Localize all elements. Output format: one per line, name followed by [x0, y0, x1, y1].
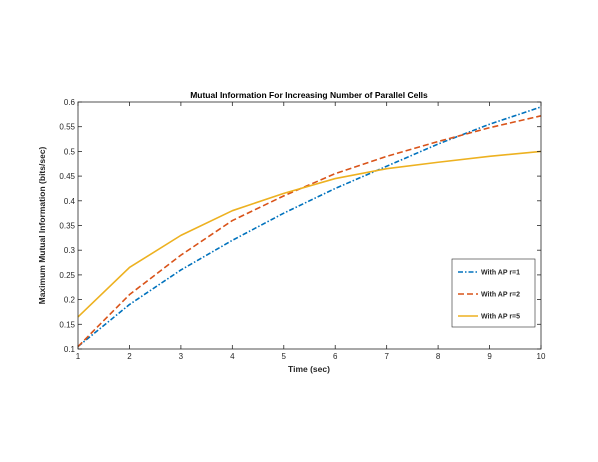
y-tick-label: 0.1 [64, 345, 76, 354]
y-tick-label: 0.45 [59, 172, 75, 181]
x-tick-label: 2 [127, 352, 132, 361]
y-tick-label: 0.5 [64, 147, 76, 156]
x-axis: 1 2 3 4 5 6 7 8 9 10 [76, 102, 546, 361]
y-tick-label: 0.35 [59, 222, 75, 231]
y-axis-label: Maximum Mutual Information (bits/sec) [37, 146, 47, 304]
plot-lines [77, 106, 542, 348]
legend-label-3: With AP r=5 [481, 314, 520, 321]
x-tick-label: 5 [282, 352, 287, 361]
legend-label-1: With AP r=1 [481, 270, 520, 277]
y-tick-label: 0.6 [64, 98, 76, 107]
y-tick-label: 0.4 [64, 197, 76, 206]
x-tick-label: 1 [76, 352, 81, 361]
y-axis: 0.1 0.15 0.2 0.25 0.3 0.35 0.4 0.45 0.5 0.55 0.6 [59, 98, 541, 354]
x-axis-label: Time (sec) [288, 364, 330, 374]
y-tick-label: 0.25 [59, 271, 75, 280]
y-tick-label: 0.2 [64, 296, 76, 305]
x-tick-label: 8 [436, 352, 441, 361]
y-tick-label: 0.55 [59, 123, 75, 132]
y-tick-label: 0.15 [59, 320, 75, 329]
legend-label-2: With AP r=2 [481, 292, 520, 299]
x-tick-label: 9 [487, 352, 492, 361]
legend: With AP r=1 With AP r=2 With AP r=5 [451, 258, 536, 328]
x-tick-label: 10 [537, 352, 546, 361]
x-tick-label: 4 [230, 352, 235, 361]
series-line-1 [77, 106, 542, 348]
x-tick-label: 3 [179, 352, 184, 361]
x-tick-label: 6 [333, 352, 338, 361]
y-tick-label: 0.3 [64, 246, 76, 255]
x-tick-label: 7 [384, 352, 389, 361]
chart-title: Mutual Information For Increasing Number… [190, 90, 428, 100]
series-line-3 [77, 150, 542, 318]
